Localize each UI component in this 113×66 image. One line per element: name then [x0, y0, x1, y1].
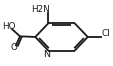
- Text: O: O: [10, 43, 17, 52]
- Text: Cl: Cl: [101, 29, 109, 37]
- Text: N: N: [43, 50, 50, 59]
- Text: H2N: H2N: [31, 5, 50, 14]
- Text: HO: HO: [2, 22, 15, 31]
